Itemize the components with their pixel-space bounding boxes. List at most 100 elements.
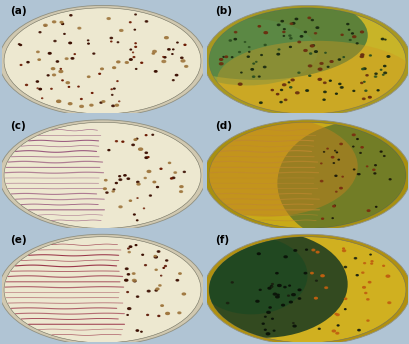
Circle shape [292, 325, 295, 327]
Circle shape [276, 294, 279, 295]
Circle shape [317, 68, 321, 70]
Circle shape [334, 150, 335, 151]
Circle shape [366, 320, 368, 321]
Circle shape [361, 68, 363, 69]
Circle shape [112, 191, 114, 192]
Circle shape [275, 296, 279, 298]
Circle shape [172, 49, 173, 50]
Circle shape [144, 178, 146, 179]
Circle shape [385, 275, 389, 277]
Circle shape [357, 174, 359, 175]
Circle shape [183, 171, 185, 172]
Circle shape [365, 75, 367, 76]
Circle shape [153, 51, 156, 52]
Circle shape [380, 38, 383, 40]
Circle shape [360, 54, 363, 56]
Circle shape [219, 58, 222, 60]
Circle shape [154, 256, 157, 258]
Circle shape [368, 281, 370, 283]
Circle shape [124, 279, 128, 281]
Ellipse shape [4, 8, 200, 114]
Circle shape [160, 168, 162, 169]
Circle shape [69, 42, 71, 44]
Circle shape [136, 220, 137, 221]
Circle shape [113, 88, 115, 89]
Circle shape [155, 290, 157, 291]
Circle shape [157, 315, 160, 316]
Ellipse shape [204, 120, 409, 231]
Circle shape [135, 43, 136, 44]
Circle shape [308, 75, 310, 76]
Ellipse shape [209, 237, 405, 343]
Circle shape [110, 41, 112, 42]
Circle shape [319, 63, 322, 64]
Circle shape [374, 165, 375, 166]
Ellipse shape [177, 19, 317, 86]
Circle shape [369, 254, 370, 255]
Circle shape [328, 80, 330, 81]
Circle shape [355, 275, 357, 276]
Circle shape [178, 312, 180, 314]
Circle shape [108, 150, 110, 151]
Circle shape [99, 73, 100, 74]
Circle shape [65, 58, 68, 60]
Circle shape [373, 173, 375, 174]
Circle shape [170, 178, 172, 179]
Circle shape [369, 55, 371, 56]
Text: (a): (a) [10, 6, 27, 16]
Circle shape [276, 53, 279, 55]
Circle shape [181, 60, 184, 62]
Circle shape [155, 269, 157, 270]
Circle shape [334, 313, 336, 314]
Circle shape [157, 251, 160, 252]
Ellipse shape [4, 237, 200, 343]
Circle shape [106, 192, 108, 193]
Circle shape [71, 58, 74, 59]
Circle shape [339, 187, 342, 189]
Circle shape [135, 68, 137, 69]
Text: (f): (f) [215, 235, 229, 245]
Circle shape [250, 69, 253, 70]
Circle shape [113, 189, 115, 190]
Text: (c): (c) [10, 121, 26, 131]
Circle shape [247, 56, 249, 57]
Circle shape [283, 35, 284, 36]
Circle shape [155, 288, 159, 290]
Circle shape [363, 263, 365, 264]
Circle shape [145, 157, 147, 159]
Circle shape [102, 101, 105, 102]
Circle shape [279, 101, 281, 103]
Circle shape [80, 105, 83, 107]
Circle shape [374, 73, 376, 74]
Circle shape [78, 28, 81, 29]
Ellipse shape [204, 234, 409, 344]
Circle shape [355, 43, 357, 44]
Circle shape [145, 152, 147, 153]
Circle shape [162, 61, 165, 63]
Circle shape [288, 35, 290, 36]
Circle shape [348, 29, 349, 30]
Circle shape [303, 31, 306, 33]
Circle shape [138, 148, 142, 150]
Circle shape [133, 280, 136, 282]
Circle shape [258, 289, 261, 290]
Circle shape [238, 83, 241, 85]
Circle shape [112, 105, 114, 107]
Circle shape [173, 172, 176, 173]
Circle shape [351, 134, 354, 136]
Circle shape [87, 76, 90, 77]
Circle shape [289, 46, 291, 47]
Circle shape [323, 91, 325, 93]
Circle shape [121, 141, 124, 142]
Circle shape [20, 44, 22, 45]
Circle shape [271, 89, 273, 91]
Circle shape [125, 268, 128, 269]
Circle shape [386, 56, 389, 57]
Circle shape [324, 52, 326, 53]
Circle shape [234, 32, 236, 33]
Circle shape [344, 309, 345, 310]
Circle shape [134, 29, 135, 30]
Circle shape [107, 18, 110, 19]
Ellipse shape [146, 0, 367, 80]
Circle shape [337, 325, 338, 326]
